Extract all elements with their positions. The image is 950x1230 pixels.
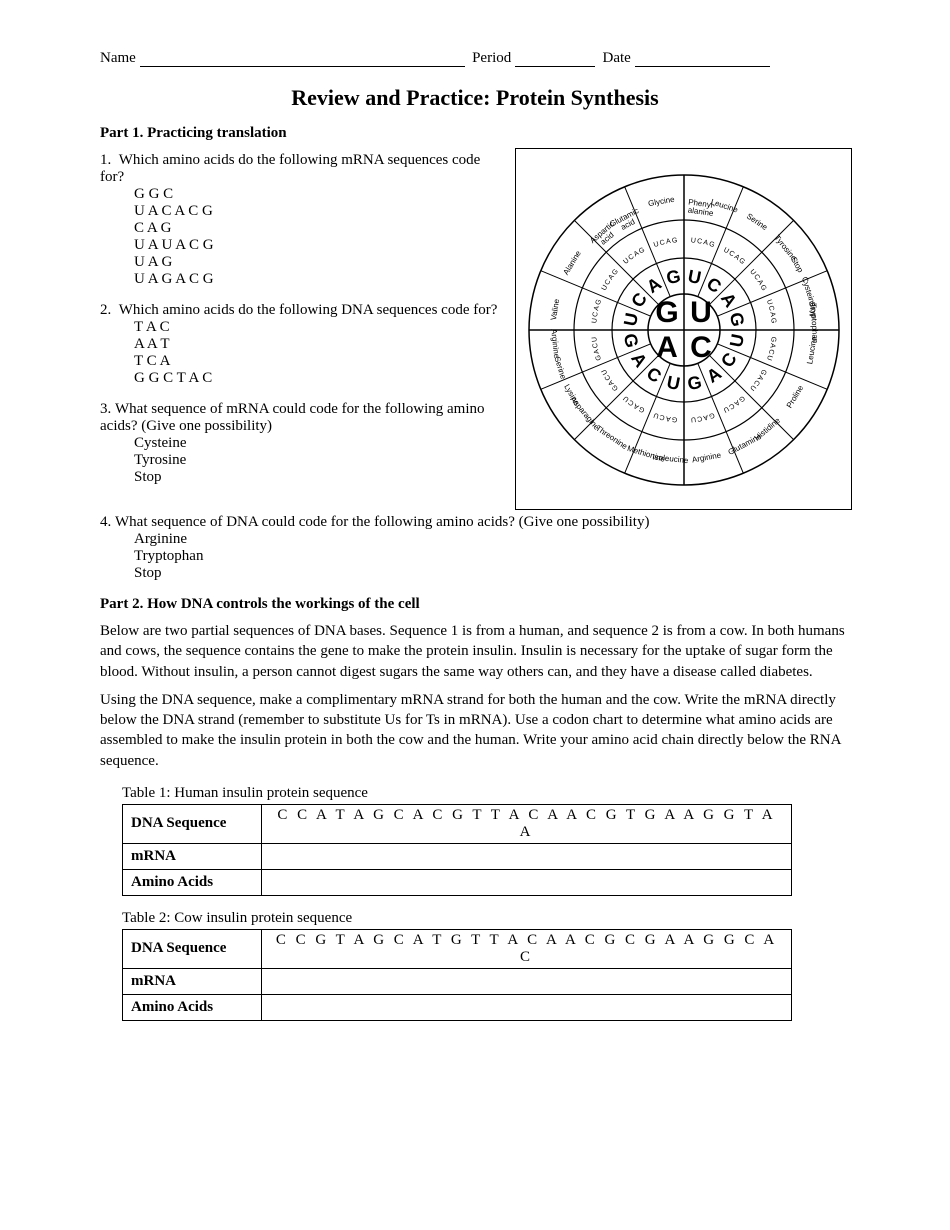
svg-text:Leucine: Leucine [709, 197, 739, 214]
svg-text:C: C [696, 237, 702, 245]
svg-text:U: U [652, 411, 659, 419]
table2-mrna-cell[interactable] [262, 968, 792, 994]
svg-text:Proline: Proline [784, 383, 805, 409]
question-2: 2. Which amino acids do the following DN… [100, 302, 503, 387]
svg-text:U: U [765, 354, 773, 361]
svg-text:A: A [656, 331, 678, 364]
svg-text:U: U [591, 317, 598, 323]
svg-text:Glutamine: Glutamine [726, 431, 763, 456]
svg-text:U: U [686, 265, 703, 287]
svg-text:G: G [685, 371, 703, 393]
svg-text:G: G [707, 240, 714, 248]
codon-wheel-diagram: G U A C U C A G U C A G U C [515, 148, 852, 510]
svg-text:Threonine: Threonine [594, 423, 629, 451]
name-field[interactable] [140, 51, 465, 67]
svg-text:G: G [619, 331, 641, 349]
svg-text:G: G [671, 415, 677, 423]
svg-text:G: G [725, 310, 747, 328]
svg-text:C: C [766, 305, 774, 312]
period-field[interactable] [515, 51, 595, 67]
svg-text:U: U [725, 332, 747, 349]
table1: DNA SequenceC C A T A G C A C G T T A C … [122, 804, 792, 896]
date-label: Date [603, 50, 631, 66]
svg-text:U: U [690, 415, 696, 422]
svg-text:Glycine: Glycine [647, 194, 675, 208]
part2-heading: Part 2. How DNA controls the workings of… [100, 596, 850, 613]
svg-text:Arginine: Arginine [691, 450, 722, 464]
svg-text:U: U [591, 336, 598, 342]
table2-caption: Table 2: Cow insulin protein sequence [122, 910, 850, 927]
svg-text:G: G [769, 336, 777, 342]
table2: DNA SequenceC C G T A G C A T G T T A C … [122, 929, 792, 1021]
table1-caption: Table 1: Human insulin protein sequence [122, 785, 850, 802]
svg-text:C: C [690, 331, 712, 364]
table1-mrna-cell[interactable] [262, 843, 792, 869]
svg-text:G: G [655, 296, 678, 329]
svg-text:Methionine: Methionine [626, 443, 667, 463]
question-3: 3. What sequence of mRNA could code for … [100, 401, 503, 486]
svg-text:Stop: Stop [789, 255, 805, 274]
part2-para2: Using the DNA sequence, make a complimen… [100, 690, 850, 771]
svg-text:U: U [690, 296, 712, 329]
worksheet-header: Name Period Date [100, 50, 850, 67]
svg-text:Serine: Serine [552, 355, 568, 380]
name-label: Name [100, 50, 136, 66]
question-1: 1. Which amino acids do the following mR… [100, 152, 503, 288]
codon-wheel-svg: G U A C U C A G U C A G U C [519, 152, 849, 507]
svg-text:Leucine: Leucine [805, 335, 818, 365]
svg-text:G: G [769, 317, 777, 323]
svg-text:G: G [671, 237, 677, 245]
svg-text:U: U [619, 311, 641, 328]
date-field[interactable] [635, 51, 770, 67]
question-4: 4. What sequence of DNA could code for t… [100, 514, 850, 582]
svg-text:Arginine: Arginine [549, 328, 561, 359]
svg-text:Serine: Serine [744, 211, 769, 232]
svg-text:Valine: Valine [548, 297, 560, 320]
table2-amino-cell[interactable] [262, 994, 792, 1020]
period-label: Period [472, 50, 511, 66]
svg-text:G: G [664, 265, 682, 287]
svg-text:C: C [591, 342, 599, 348]
svg-text:U: U [665, 371, 682, 393]
svg-text:C: C [696, 414, 702, 422]
svg-text:C: C [659, 239, 666, 247]
svg-text:G: G [594, 298, 602, 305]
page-title: Review and Practice: Protein Synthesis [100, 85, 850, 111]
svg-text:C: C [591, 311, 599, 317]
svg-text:Lysine: Lysine [562, 382, 581, 407]
svg-text:U: U [690, 237, 696, 244]
part2-para1: Below are two partial sequences of DNA b… [100, 621, 850, 682]
table1-amino-cell[interactable] [262, 869, 792, 895]
svg-text:Alanine: Alanine [561, 248, 583, 276]
part1-heading: Part 1. Practicing translation [100, 125, 850, 142]
